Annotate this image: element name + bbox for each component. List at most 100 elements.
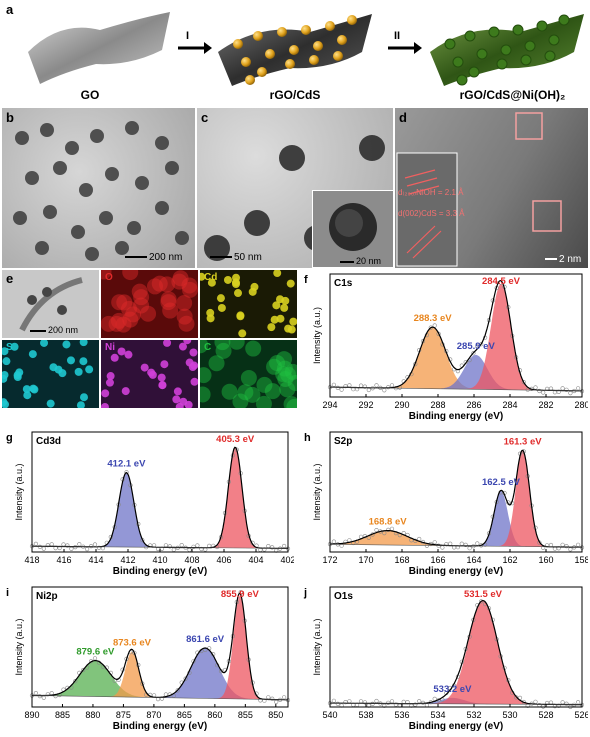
cds-particle [233, 39, 243, 49]
eds-map-label: S [6, 342, 13, 353]
baseline [31, 545, 289, 549]
x-tick-label: 402 [280, 555, 294, 565]
x-tick-label: 406 [216, 555, 231, 565]
raw-data-point [41, 695, 46, 700]
x-tick-label: 875 [116, 710, 131, 720]
raw-data-point [568, 390, 573, 396]
raw-data-point [467, 546, 472, 551]
peak-label: 861.6 eV [186, 634, 225, 645]
peak-label: 162.5 eV [482, 477, 521, 488]
raw-data-point [386, 700, 391, 705]
x-tick-label: 885 [55, 710, 70, 720]
raw-data-point [65, 543, 70, 548]
coated-particle [476, 48, 488, 60]
x-tick-label: 880 [85, 710, 100, 720]
nanoparticle [125, 121, 139, 135]
x-tick-label: 850 [268, 710, 283, 720]
raw-data-point [167, 544, 172, 549]
coated-particle [544, 50, 556, 62]
x-tick-label: 526 [574, 710, 588, 720]
step-2-label: II [394, 30, 401, 42]
x-tick-label: 530 [502, 710, 517, 720]
x-tick-label: 860 [207, 710, 222, 720]
panel-label: g [6, 432, 13, 444]
raw-data-point [560, 700, 565, 705]
chart-title: O1s [334, 591, 353, 602]
x-tick-label: 855 [238, 710, 253, 720]
raw-data-point [41, 546, 46, 551]
cds-particle [337, 35, 347, 45]
peak-label: 168.8 eV [369, 517, 408, 528]
raw-data-point [73, 678, 78, 684]
nanoparticle [155, 201, 169, 215]
raw-data-point [331, 539, 337, 544]
raw-data-point [389, 699, 395, 704]
raw-data-point [471, 351, 476, 356]
raw-data-point [576, 542, 581, 547]
baseline [31, 695, 289, 701]
eds-map-label: O [105, 272, 113, 283]
nanoparticle [204, 235, 230, 261]
raw-data-point [270, 696, 275, 701]
x-tick-label: 290 [394, 400, 409, 410]
x-tick-label: 418 [24, 555, 39, 565]
x-tick-label: 162 [502, 555, 517, 565]
nanoparticle [135, 176, 149, 190]
x-tick-label: 414 [88, 555, 103, 565]
coated-particle [496, 58, 508, 70]
coated-particle [558, 14, 570, 26]
cds-particle [241, 57, 251, 67]
nanoparticle [53, 161, 67, 175]
raw-data-point [33, 541, 39, 546]
baseline [329, 386, 583, 392]
cds-particle [245, 75, 255, 85]
raw-data-point [374, 527, 379, 533]
x-axis-label: Binding energy (eV) [409, 566, 503, 577]
fitted-peak [330, 450, 582, 548]
raw-data-point [33, 690, 39, 696]
raw-data-point [389, 383, 395, 388]
nanoparticle [115, 241, 129, 255]
selection-box-top [515, 112, 543, 140]
raw-data-point [335, 385, 340, 390]
x-tick-label: 166 [430, 555, 445, 565]
scale-bar-e: 200 nm [30, 325, 78, 335]
x-tick-label: 532 [466, 710, 481, 720]
raw-data-point [61, 542, 66, 547]
nanoparticle [175, 231, 189, 245]
raw-data-point [124, 470, 129, 475]
raw-data-point [37, 544, 43, 549]
raw-data-point [576, 700, 581, 705]
nanoparticle [90, 129, 104, 143]
coated-particle [524, 40, 536, 52]
plot-frame [329, 273, 583, 398]
cds-particle [257, 67, 267, 77]
chart-title: S2p [334, 436, 352, 447]
raw-data-point [187, 547, 192, 552]
xps-chart-s2p: h S2p 168.8 eV 162.5 eV 161.3 eV 172 170 168 166… [304, 431, 588, 577]
xps-chart-cd3d: g Cd3d 412.1 eV 405.3 eV 418 416 414 412 410 408 4… [6, 431, 294, 577]
eds-map-cd: Cd [200, 270, 297, 338]
raw-data-point [347, 383, 352, 388]
raw-data-point [413, 702, 418, 707]
raw-data-point [282, 543, 287, 549]
raw-data-point [195, 543, 200, 548]
baseline [329, 702, 583, 705]
cds-particle [253, 31, 263, 41]
x-tick-label: 890 [24, 710, 39, 720]
selection-box-bottom [532, 200, 562, 232]
nanoparticle [65, 141, 79, 155]
eds-map-label: Ni [105, 342, 115, 353]
x-axis-label: Binding energy (eV) [113, 566, 207, 577]
cds-particle [301, 25, 311, 35]
raw-data-point [448, 541, 453, 546]
raw-data-point [81, 667, 86, 673]
cds-particle [309, 55, 319, 65]
cds-particle [333, 51, 343, 61]
scale-bar-d: 2 nm [545, 254, 581, 265]
fitted-peak [330, 354, 582, 391]
xps-chart-c1s: f C1s 288.3 eV 285.9 eV 284.5 eV 294 292 290 288… [304, 273, 588, 422]
x-tick-label: 286 [466, 400, 481, 410]
x-tick-label: 280 [574, 400, 588, 410]
nanoparticle [43, 205, 57, 219]
